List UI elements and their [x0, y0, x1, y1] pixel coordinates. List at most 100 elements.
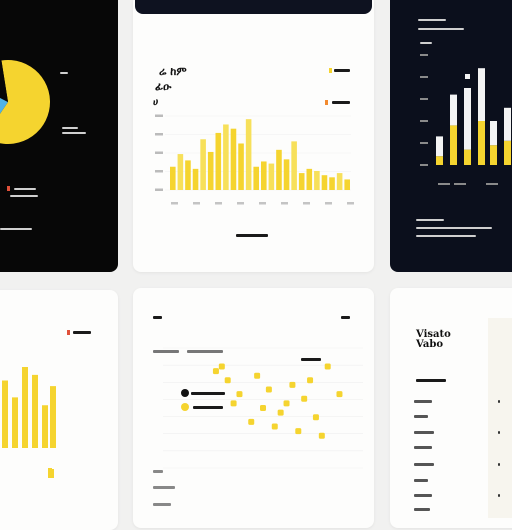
- bar: [321, 175, 328, 190]
- x-tick-label: [303, 202, 310, 205]
- legend-line: [62, 127, 78, 129]
- x-tick-label: [347, 202, 354, 205]
- bar: [245, 119, 252, 190]
- bar: [170, 166, 176, 190]
- bar: [50, 386, 56, 448]
- x-tick-label: [325, 202, 332, 205]
- card-title: Visato Vabo: [416, 329, 451, 350]
- legend-marker: [7, 186, 10, 191]
- bar: [291, 141, 297, 190]
- footer-line: [153, 503, 171, 506]
- bar-segment: [504, 107, 511, 141]
- bar-segment: [436, 156, 443, 165]
- bar: [336, 173, 343, 190]
- card-header-strip: [135, 0, 372, 14]
- scatter-point: [277, 409, 284, 416]
- footer-label: [236, 234, 268, 237]
- scatter-point: [336, 391, 343, 398]
- chart-subheading: ፊዑ: [155, 80, 172, 93]
- bar: [329, 177, 335, 190]
- list-tick: [498, 431, 500, 434]
- bar-chart-card: ሬ ከም ፊዑ ሀ: [133, 0, 374, 272]
- x-tick-label: [281, 202, 288, 205]
- legend-dot: [181, 389, 189, 397]
- bar-segment: [436, 136, 443, 157]
- chart-axis-glyph: ሀ: [153, 97, 159, 108]
- bar-segment: [464, 88, 471, 150]
- subheader-line: [187, 350, 223, 353]
- list-item: [414, 431, 434, 434]
- list-item: [414, 415, 428, 418]
- y-tick-label: [420, 164, 428, 166]
- legend-line: [73, 331, 91, 334]
- stacked-bar-card: [390, 0, 512, 272]
- bar: [42, 405, 48, 448]
- scatter-point: [283, 400, 290, 407]
- x-tick-label: [486, 183, 498, 185]
- scatter-point: [218, 363, 225, 370]
- scatter-point: [236, 391, 243, 398]
- legend-line: [10, 195, 38, 197]
- scatter-point: [271, 423, 278, 430]
- stacked-bar-chart: [420, 54, 511, 185]
- x-tick-label: [259, 202, 266, 205]
- legend-line: [14, 188, 36, 190]
- header-line: [341, 316, 350, 319]
- header-line: [153, 316, 162, 319]
- vertical-bar-chart: [2, 367, 56, 478]
- bar: [192, 168, 199, 190]
- marker: [465, 74, 470, 79]
- bar: [344, 179, 350, 190]
- y-tick-label: [155, 114, 163, 117]
- title-line: [418, 19, 446, 21]
- list-tick: [498, 494, 500, 497]
- bar: [298, 173, 305, 190]
- scatter-chart: [163, 347, 363, 469]
- y-tick-label: [155, 188, 163, 191]
- bar: [230, 128, 237, 190]
- bar: [207, 151, 214, 190]
- x-tick-label: [438, 183, 450, 185]
- bar-chart: [155, 114, 354, 205]
- y-tick-label: [420, 54, 428, 56]
- scatter-point: [301, 395, 308, 402]
- list-item: [414, 446, 432, 449]
- scatter-point: [307, 377, 314, 384]
- legend-line: [62, 132, 86, 134]
- y-tick-label: [420, 76, 428, 78]
- bar: [22, 367, 28, 448]
- bar: [253, 166, 259, 190]
- bar-segment: [490, 121, 497, 146]
- bar: [200, 139, 206, 190]
- scatter-point: [224, 377, 231, 384]
- legend-line: [193, 406, 223, 409]
- x-tick-label: [454, 183, 466, 185]
- scatter-point: [318, 432, 325, 439]
- list-tick: [498, 400, 500, 403]
- list-card: Visato Vabo: [390, 288, 512, 528]
- list-tick: [498, 463, 500, 466]
- y-tick-label: [155, 151, 163, 154]
- bar: [2, 380, 8, 448]
- legend-line: [60, 72, 68, 74]
- legend-line: [191, 392, 225, 395]
- pie-chart: [0, 60, 50, 144]
- bar: [32, 374, 38, 448]
- bar-segment: [464, 149, 471, 165]
- title-line: [420, 42, 432, 44]
- bar: [12, 397, 18, 448]
- list-heading: [416, 379, 446, 382]
- bar: [48, 468, 52, 478]
- bar-segment: [450, 94, 457, 126]
- y-tick-label: [420, 142, 428, 144]
- legend-marker: [329, 68, 332, 73]
- scatter-point: [212, 368, 219, 375]
- subheader-line: [301, 358, 321, 361]
- bar: [268, 163, 275, 190]
- bar: [238, 143, 244, 190]
- bar: [177, 154, 184, 190]
- bar: [283, 159, 290, 190]
- x-tick-label: [215, 202, 222, 205]
- scatter-point: [254, 372, 261, 379]
- pie-slice: [0, 60, 8, 102]
